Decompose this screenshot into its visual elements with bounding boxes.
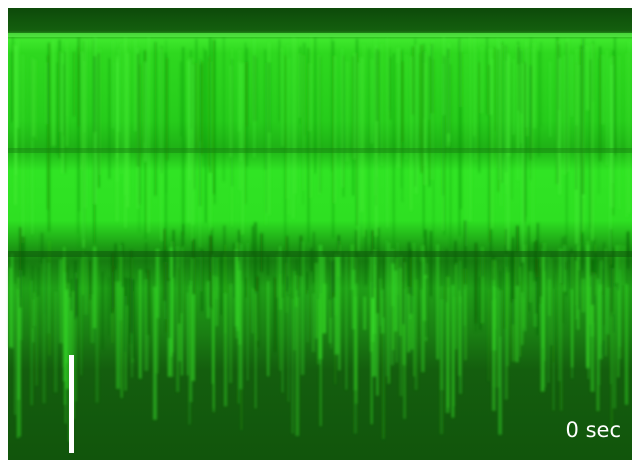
bright-band (8, 33, 632, 37)
dark-band (8, 251, 632, 257)
scale-bar (69, 355, 74, 453)
dark-band (8, 148, 632, 153)
microscopy-image: 0 sec (0, 0, 640, 466)
page: 0 sec (() => { const data = JSON.parse(d… (0, 0, 640, 466)
timestamp-label: 0 sec (566, 418, 621, 442)
